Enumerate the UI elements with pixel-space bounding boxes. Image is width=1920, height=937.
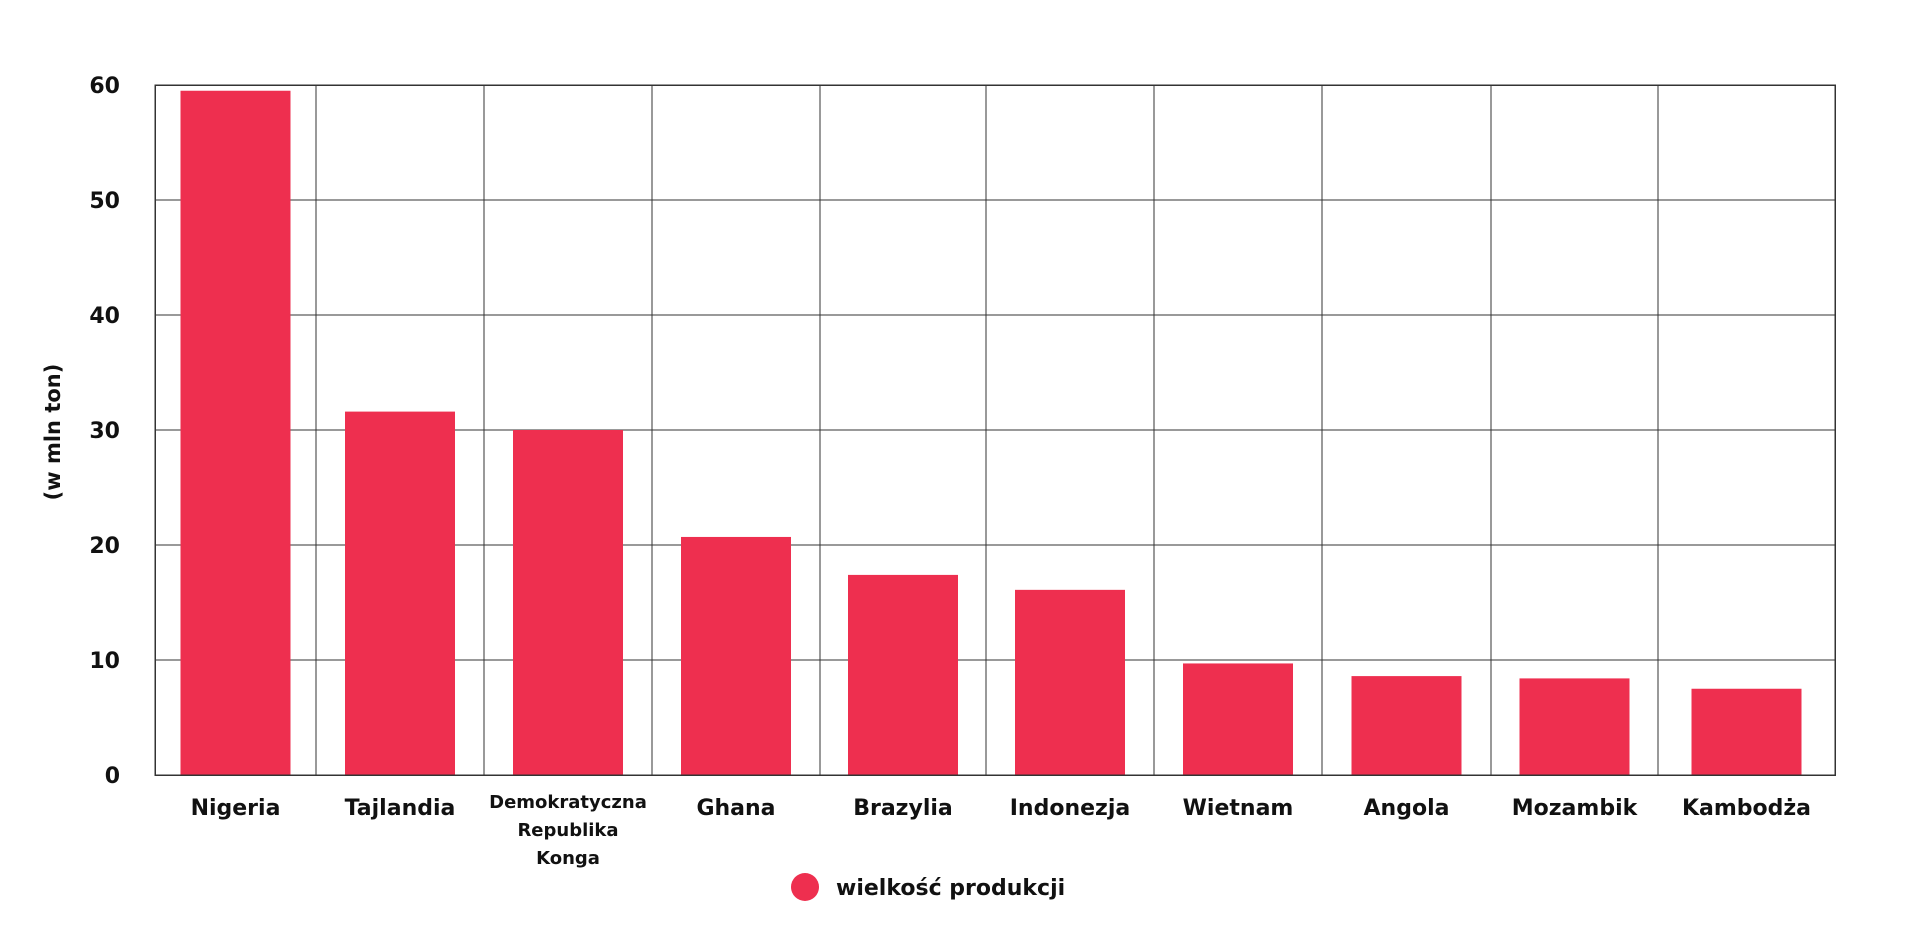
x-category-label: Angola <box>1364 796 1450 821</box>
x-category-label: Republika <box>517 820 618 841</box>
y-tick-label: 60 <box>89 74 120 99</box>
x-category-label: Indonezja <box>1010 796 1130 821</box>
x-category-label: Demokratyczna <box>489 792 647 813</box>
x-category-label: Brazylia <box>853 796 953 821</box>
y-tick-label: 40 <box>89 304 120 329</box>
legend-label: wielkość produkcji <box>836 876 1065 901</box>
bar <box>1519 678 1630 775</box>
bar <box>345 411 455 775</box>
bar <box>681 536 791 775</box>
x-category-label: Kambodża <box>1682 796 1811 821</box>
y-tick-label: 20 <box>89 534 120 559</box>
x-category-label: Mozambik <box>1512 796 1639 821</box>
bars <box>180 90 1802 775</box>
bar <box>513 430 623 775</box>
y-axis-ticks: 0 10 20 30 40 50 60 <box>89 74 120 789</box>
y-tick-label: 10 <box>89 649 120 674</box>
y-tick-label: 0 <box>105 764 120 789</box>
x-category-label: Tajlandia <box>345 796 456 821</box>
legend: wielkość produkcji <box>791 873 1065 901</box>
plot-border <box>154 84 1836 776</box>
x-axis-labels: Nigeria Tajlandia Demokratyczna Republika Ko… <box>191 792 1811 869</box>
bar <box>848 574 958 775</box>
x-category-label: Wietnam <box>1183 796 1294 821</box>
bar <box>1691 688 1802 775</box>
legend-marker <box>791 873 819 901</box>
bar <box>180 90 291 775</box>
bar <box>1351 676 1462 775</box>
y-axis-title: (w mln ton) <box>41 364 65 501</box>
y-tick-label: 30 <box>89 419 120 444</box>
bar <box>1183 663 1293 775</box>
bar <box>1015 589 1125 775</box>
x-category-label: Konga <box>536 848 600 869</box>
x-category-label: Nigeria <box>191 796 281 821</box>
y-tick-label: 50 <box>89 189 120 214</box>
plot-frame <box>154 84 1836 776</box>
x-category-label: Ghana <box>696 796 775 821</box>
